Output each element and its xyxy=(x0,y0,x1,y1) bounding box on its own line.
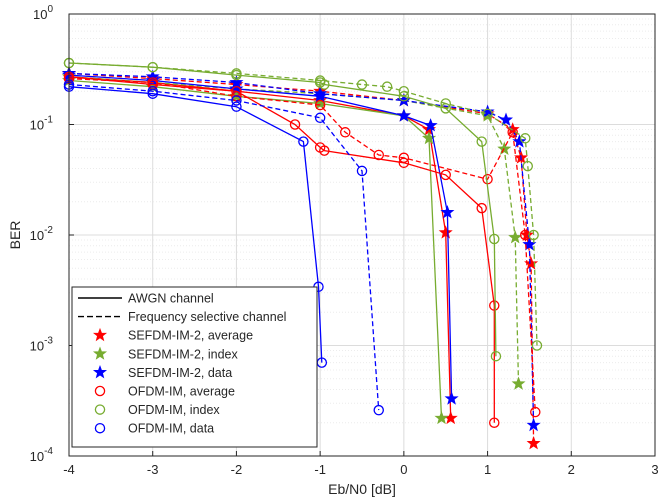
series-line xyxy=(68,74,453,399)
series xyxy=(61,66,541,432)
circle-marker xyxy=(489,300,500,311)
circle-marker xyxy=(94,404,106,415)
circle-marker xyxy=(289,119,301,130)
x-tick-label: 3 xyxy=(651,462,658,477)
series-line xyxy=(68,72,535,426)
star-marker xyxy=(313,86,328,100)
circle-marker xyxy=(319,145,330,156)
y-tick-label: 10-4 xyxy=(30,446,54,464)
star-marker xyxy=(92,365,108,379)
legend-label: SEFDM-IM-2, average xyxy=(128,329,253,343)
x-tick-label: 1 xyxy=(484,462,491,477)
circle-marker xyxy=(528,229,539,241)
x-tick-label: 0 xyxy=(400,462,407,477)
star-marker xyxy=(511,376,526,390)
series-line xyxy=(68,62,497,357)
y-tick-label: 100 xyxy=(33,4,53,22)
circle-marker xyxy=(231,95,242,106)
series-line xyxy=(68,83,380,411)
series-line xyxy=(68,62,538,346)
circle-marker xyxy=(373,149,384,161)
circle-marker xyxy=(476,136,487,147)
circle-marker xyxy=(356,165,368,177)
legend-label: SEFDM-IM-2, index xyxy=(128,347,238,361)
legend-label: OFDM-IM, index xyxy=(128,403,220,417)
star-marker xyxy=(512,134,527,148)
circle-marker xyxy=(530,406,541,418)
star-marker xyxy=(508,230,523,244)
star-marker xyxy=(519,227,534,242)
x-axis-label: Eb/N0 [dB] xyxy=(328,481,396,497)
star-marker xyxy=(505,122,520,136)
star-marker xyxy=(229,75,244,89)
star-marker xyxy=(434,410,449,425)
star-marker xyxy=(444,391,459,405)
circle-marker xyxy=(231,101,242,112)
star-marker xyxy=(440,205,455,219)
star-marker xyxy=(396,108,411,122)
circle-marker xyxy=(314,112,326,124)
star-marker xyxy=(423,118,438,132)
star-marker xyxy=(526,436,541,450)
legend-label: SEFDM-IM-2, data xyxy=(128,366,232,380)
circle-marker xyxy=(94,385,106,397)
legend-label: OFDM-IM, average xyxy=(128,385,235,399)
y-tick-label: 10-1 xyxy=(30,115,54,133)
circle-marker xyxy=(373,404,384,416)
circle-marker xyxy=(489,233,500,245)
star-marker xyxy=(497,141,512,156)
circle-marker xyxy=(482,108,493,120)
circle-marker xyxy=(356,79,368,90)
circle-marker xyxy=(531,340,543,351)
circle-marker xyxy=(440,98,451,109)
x-tick-label: -4 xyxy=(63,462,75,477)
x-tick-label: -2 xyxy=(231,462,243,477)
circle-marker xyxy=(522,160,534,172)
circle-marker xyxy=(340,127,351,138)
circle-marker xyxy=(398,152,410,164)
star-marker xyxy=(498,112,514,126)
y-axis-label: BER xyxy=(7,221,23,250)
series xyxy=(61,67,459,405)
tick-labels: -4 -3 -2 -1 0 1 2 3 10-4 10-3 10-2 10-1 100 xyxy=(30,4,659,477)
star-marker xyxy=(526,417,541,432)
circle-marker xyxy=(147,61,158,73)
series-line xyxy=(68,86,323,363)
star-marker xyxy=(313,96,328,110)
legend-label: OFDM-IM, data xyxy=(128,422,214,436)
star-marker xyxy=(438,225,453,239)
circle-marker xyxy=(147,85,158,97)
circle-marker xyxy=(489,417,500,428)
legend-label: AWGN channel xyxy=(128,292,214,306)
circle-marker xyxy=(381,81,393,92)
circle-marker xyxy=(519,133,531,144)
circle-marker xyxy=(398,85,410,97)
legend-box xyxy=(71,286,318,448)
circle-marker xyxy=(231,68,242,79)
circle-marker xyxy=(476,202,487,214)
circle-marker xyxy=(298,136,309,147)
x-tick-label: 2 xyxy=(568,462,575,477)
legend: AWGN channel Frequency selective channel S… xyxy=(71,286,318,448)
star-marker xyxy=(92,346,108,360)
circle-marker xyxy=(94,422,106,434)
series-line xyxy=(68,77,536,413)
star-marker xyxy=(92,327,108,342)
circle-marker xyxy=(314,99,326,111)
y-tick-label: 10-3 xyxy=(30,336,54,354)
circle-marker xyxy=(440,169,451,181)
star-marker xyxy=(421,130,437,145)
circle-marker xyxy=(507,127,518,138)
y-tick-label: 10-2 xyxy=(30,225,54,243)
legend-label: Frequency selective channel xyxy=(128,310,286,324)
circle-marker xyxy=(314,75,326,86)
circle-marker xyxy=(490,350,502,362)
circle-marker xyxy=(519,229,531,241)
star-marker xyxy=(480,104,495,118)
series xyxy=(63,81,328,368)
x-tick-label: -1 xyxy=(314,462,326,477)
x-tick-label: -3 xyxy=(147,462,159,477)
